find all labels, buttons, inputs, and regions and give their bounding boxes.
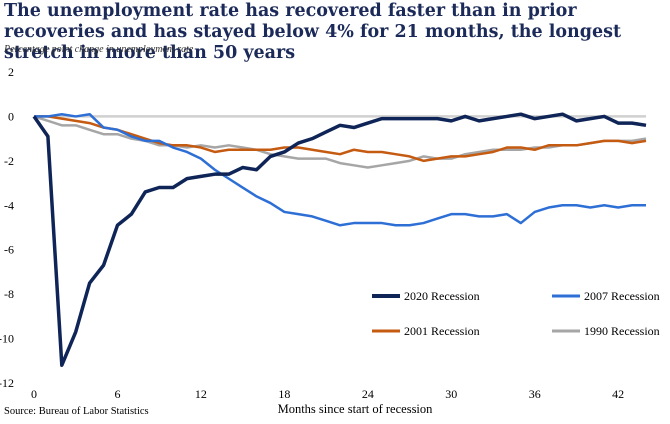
x-tick-label: 30 [445,387,457,401]
source-note: Source: Bureau of Labor Statistics [4,406,149,417]
legend: 2020 Recession 2007 Recession 2001 Recessi… [372,289,660,338]
y-tick-label: -10 [0,332,14,346]
y-tick-label: -12 [0,376,14,390]
x-tick-label: 12 [195,387,207,401]
legend-label: 1990 Recession [584,324,660,338]
x-tick-label: 18 [278,387,290,401]
x-tick-label: 42 [612,387,624,401]
x-tick-label: 24 [362,387,374,401]
y-tick-label: -6 [4,243,14,257]
chart-title: The unemployment rate has recovered fast… [4,1,622,63]
series-lines [32,112,647,367]
x-tick-label: 0 [31,387,37,401]
legend-label: 2007 Recession [584,289,660,303]
chart-subtitle: Percentage point change in unemployment … [4,44,194,55]
series-line-2001-recession [34,115,647,163]
x-axis-label: Months since start of recession [278,402,434,416]
y-tick-labels: 2 0 -2 -4 -6 -8 -10 -12 [0,65,14,390]
y-tick-label: -4 [4,198,14,212]
x-tick-labels: 0 6 12 18 24 30 36 42 [31,387,624,401]
series-line-2020-recession [32,112,647,367]
x-tick-label: 6 [114,387,120,401]
y-tick-label: 2 [8,65,14,79]
y-tick-label: 0 [8,109,14,123]
legend-label: 2001 Recession [404,324,480,338]
y-tick-label: -8 [4,287,14,301]
legend-label: 2020 Recession [404,289,480,303]
series-line-2007-recession [34,112,646,227]
y-tick-label: -2 [4,154,14,168]
x-tick-label: 36 [529,387,541,401]
